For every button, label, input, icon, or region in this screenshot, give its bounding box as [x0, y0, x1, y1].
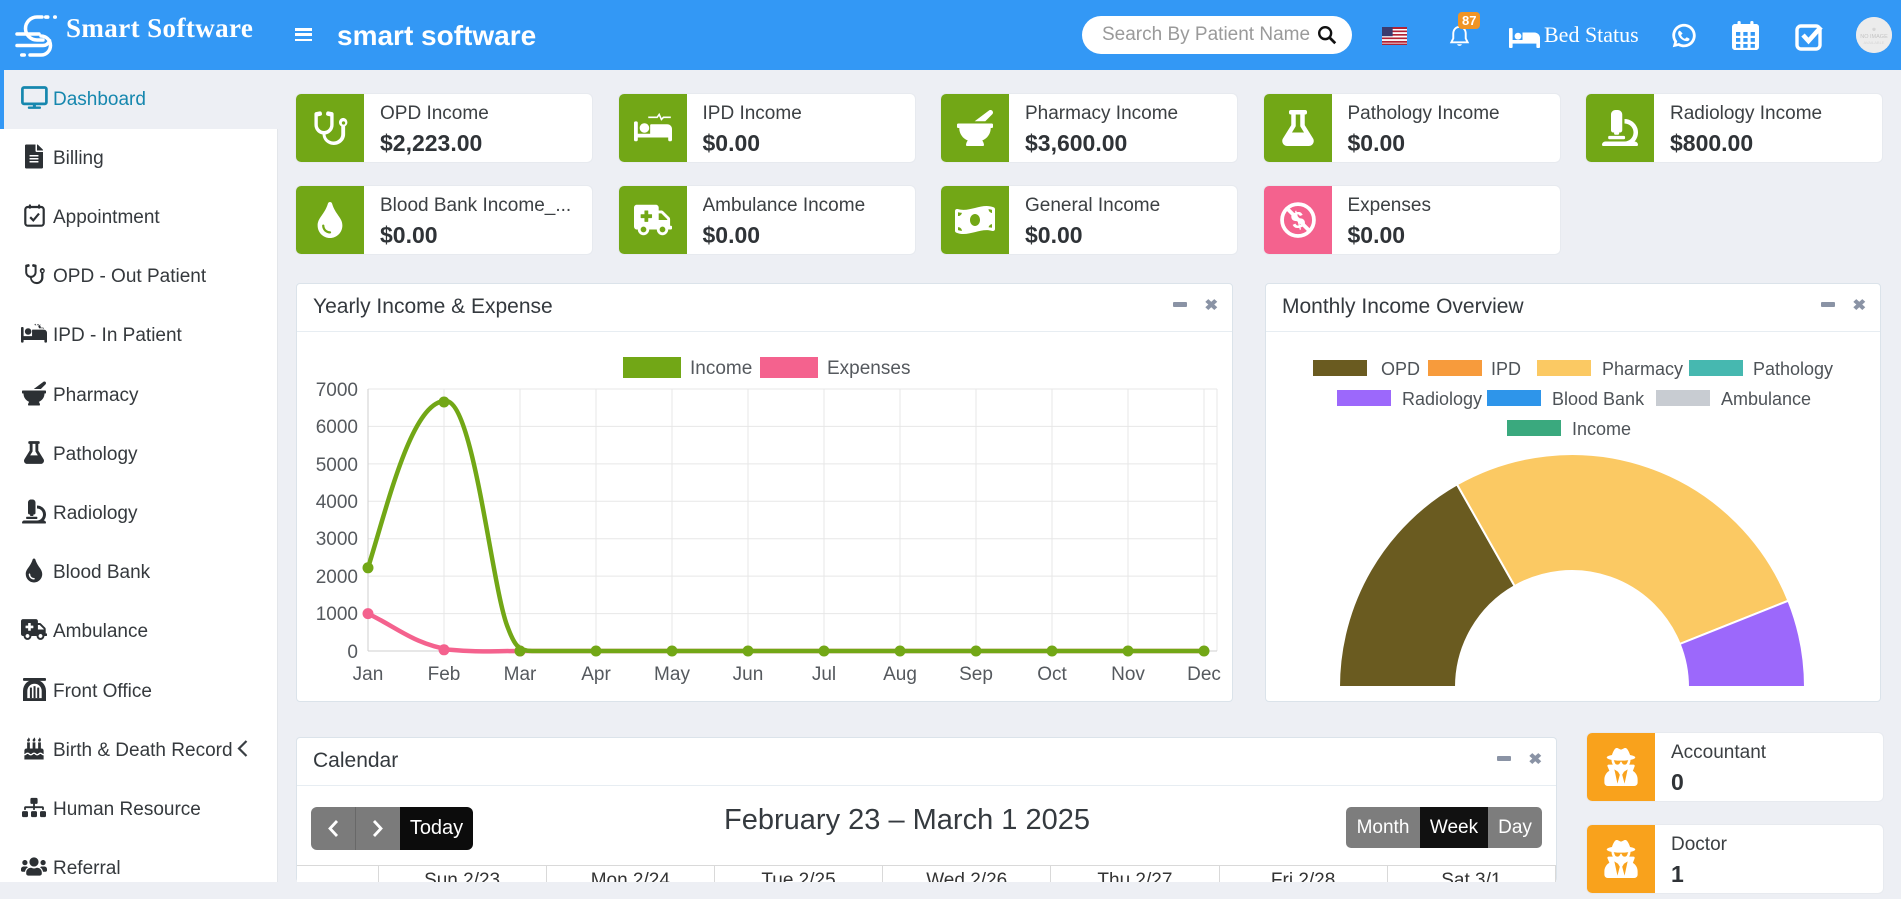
svg-text:2000: 2000 [316, 567, 358, 588]
svg-text:Income: Income [690, 358, 752, 379]
svg-text:4000: 4000 [316, 492, 358, 513]
svg-text:Jul: Jul [812, 664, 836, 685]
svg-text:Mar: Mar [504, 664, 537, 685]
svg-text:Pathology: Pathology [1753, 359, 1833, 379]
svg-text:AVAILABLE: AVAILABLE [1864, 40, 1885, 45]
svg-text:3000: 3000 [316, 529, 358, 550]
svg-text:Jun: Jun [733, 664, 764, 685]
svg-text:Nov: Nov [1111, 664, 1145, 685]
svg-text:Feb: Feb [428, 664, 461, 685]
svg-text:Apr: Apr [581, 664, 611, 685]
svg-text:Radiology: Radiology [1402, 389, 1482, 409]
svg-text:Jan: Jan [353, 664, 384, 685]
svg-text:♚: ♚ [1872, 27, 1876, 33]
svg-text:7000: 7000 [316, 380, 358, 401]
svg-text:Oct: Oct [1037, 664, 1067, 685]
svg-text:May: May [654, 664, 690, 685]
svg-text:5000: 5000 [316, 455, 358, 476]
svg-text:Aug: Aug [883, 664, 917, 685]
svg-text:Dec: Dec [1187, 664, 1221, 685]
svg-text:0: 0 [347, 642, 358, 663]
svg-text:OPD: OPD [1381, 359, 1420, 379]
svg-text:6000: 6000 [316, 417, 358, 438]
svg-text:IPD: IPD [1491, 359, 1521, 379]
svg-text:Blood Bank: Blood Bank [1552, 389, 1645, 409]
svg-text:Expenses: Expenses [827, 358, 910, 379]
svg-text:NO IMAGE: NO IMAGE [1860, 34, 1888, 40]
svg-text:Sep: Sep [959, 664, 993, 685]
svg-text:Ambulance: Ambulance [1721, 389, 1811, 409]
svg-text:Income: Income [1572, 419, 1631, 439]
svg-text:1000: 1000 [316, 604, 358, 625]
svg-text:Pharmacy: Pharmacy [1602, 359, 1683, 379]
